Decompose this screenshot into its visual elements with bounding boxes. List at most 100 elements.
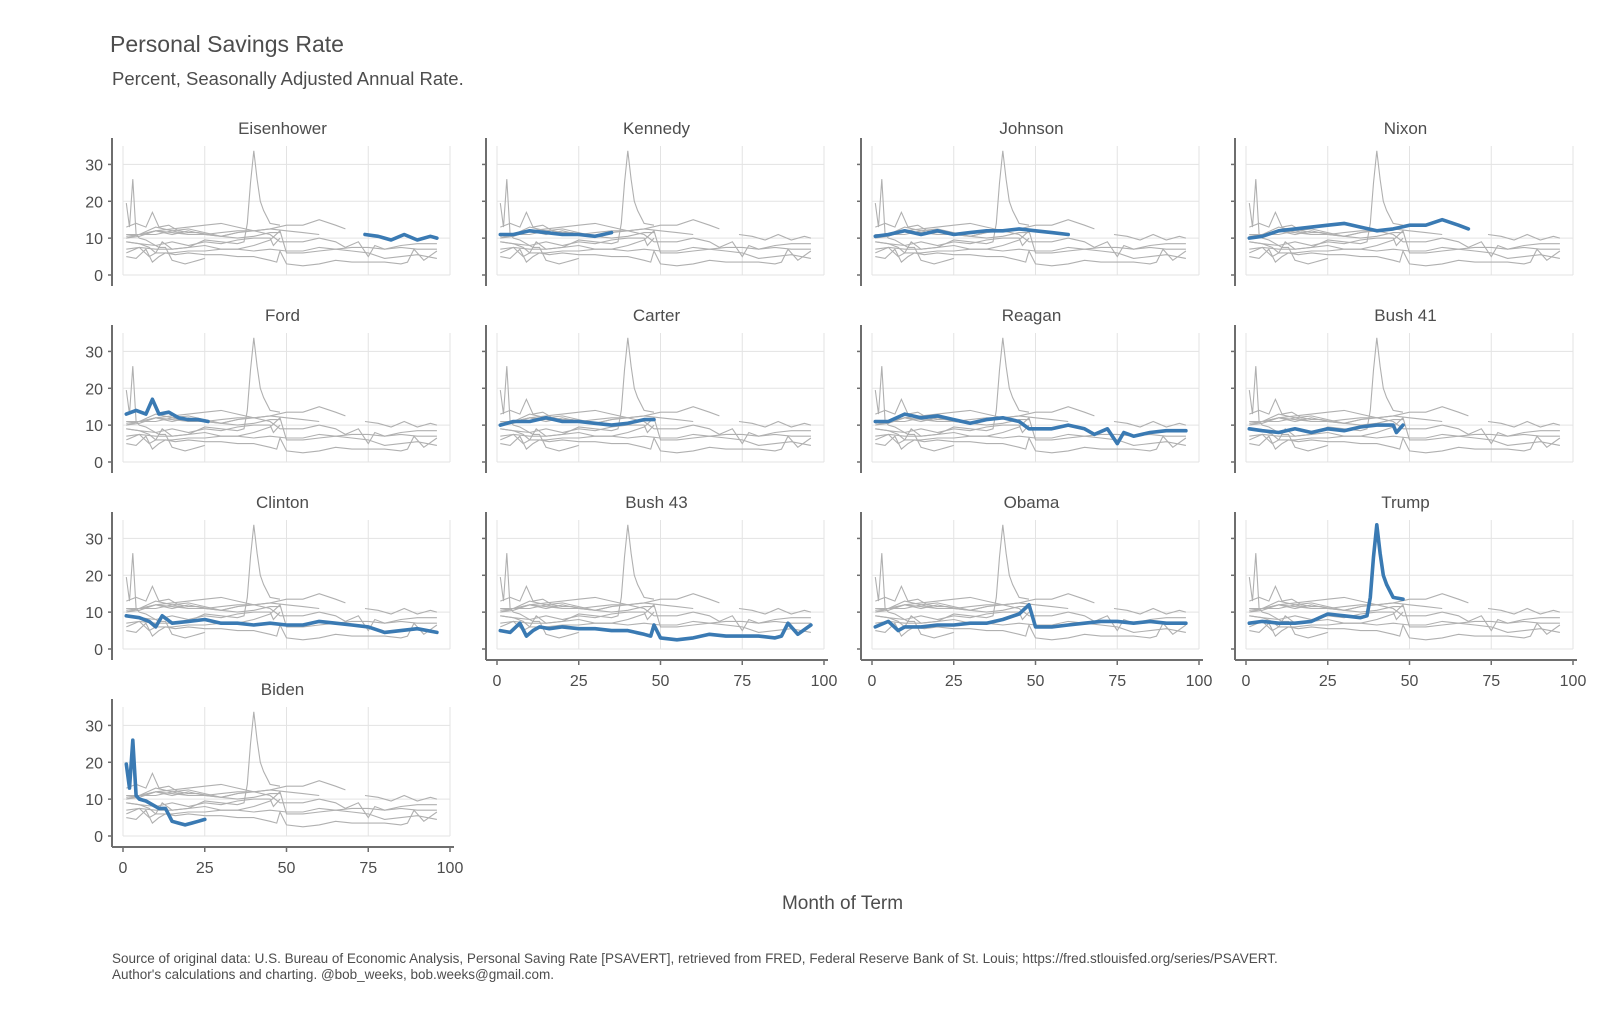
highlight-series-line bbox=[498, 415, 656, 427]
chart-title: Personal Savings Rate bbox=[110, 31, 344, 57]
background-series-line bbox=[126, 603, 437, 632]
facet-title: Johnson bbox=[999, 119, 1063, 138]
background-series-line bbox=[126, 809, 438, 828]
background-series-line bbox=[126, 248, 438, 267]
background-series-line bbox=[875, 622, 1187, 641]
x-tick-label: 100 bbox=[1560, 673, 1587, 690]
y-tick-label: 0 bbox=[94, 829, 103, 846]
background-series-line bbox=[499, 553, 579, 639]
background-series-line bbox=[1249, 593, 1469, 613]
background-series-line bbox=[500, 604, 654, 613]
y-tick-label: 10 bbox=[85, 605, 103, 622]
background-series-line bbox=[1249, 406, 1469, 426]
background-series-line bbox=[1249, 397, 1332, 423]
background-series-line bbox=[1249, 604, 1403, 613]
y-tick-label: 20 bbox=[85, 381, 103, 398]
background-series-line bbox=[126, 416, 437, 445]
y-tick-label: 10 bbox=[85, 231, 103, 248]
highlight-series-line bbox=[873, 412, 1188, 446]
background-series-line bbox=[126, 600, 437, 632]
background-series-line bbox=[126, 427, 438, 446]
background-series-line bbox=[875, 604, 1029, 613]
y-tick-label: 30 bbox=[85, 718, 103, 735]
caption-line-1: Source of original data: U.S. Bureau of … bbox=[112, 951, 1278, 966]
background-series-line bbox=[499, 366, 579, 452]
facet-title: Trump bbox=[1381, 493, 1430, 512]
background-series-line bbox=[874, 553, 954, 639]
x-tick-label: 100 bbox=[1186, 673, 1213, 690]
background-series-line bbox=[500, 593, 720, 613]
y-tick-label: 0 bbox=[94, 455, 103, 472]
highlight-series-line bbox=[1247, 522, 1405, 626]
background-series-line bbox=[1249, 417, 1403, 426]
background-series-line bbox=[1487, 607, 1561, 615]
x-tick-label: 25 bbox=[1319, 673, 1337, 690]
background-series-line bbox=[126, 602, 320, 611]
background-series-line bbox=[500, 406, 720, 426]
background-series-line bbox=[875, 435, 1187, 454]
background-series-line bbox=[738, 420, 812, 428]
y-tick-label: 20 bbox=[85, 755, 103, 772]
background-series-line bbox=[364, 420, 438, 428]
background-series-line bbox=[500, 435, 812, 454]
background-series-line bbox=[1113, 420, 1187, 428]
x-tick-label: 25 bbox=[196, 860, 214, 877]
background-series-line bbox=[1249, 427, 1561, 446]
background-series-line bbox=[500, 427, 812, 446]
background-series-line bbox=[875, 602, 1069, 611]
y-tick-label: 10 bbox=[85, 418, 103, 435]
x-tick-label: 75 bbox=[359, 860, 377, 877]
facet-title: Kennedy bbox=[623, 119, 691, 138]
facet-panel: Bush 43 0 25 50 75 100 bbox=[482, 493, 837, 690]
background-series-line bbox=[1113, 607, 1187, 615]
x-tick-label: 50 bbox=[652, 673, 670, 690]
background-series-line bbox=[1249, 248, 1561, 267]
x-tick-label: 0 bbox=[868, 673, 877, 690]
x-tick-label: 50 bbox=[1027, 673, 1045, 690]
source-caption: Source of original data: U.S. Bureau of … bbox=[112, 951, 1278, 983]
facet-title: Biden bbox=[261, 680, 304, 699]
background-series-line bbox=[1487, 233, 1561, 241]
facet-title: Reagan bbox=[1002, 306, 1062, 325]
background-series-line bbox=[874, 179, 954, 265]
facet-title: Eisenhower bbox=[238, 119, 327, 138]
background-series-line bbox=[875, 417, 1029, 426]
y-tick-label: 30 bbox=[85, 344, 103, 361]
background-series-line bbox=[1249, 229, 1560, 258]
y-tick-label: 30 bbox=[85, 157, 103, 174]
highlight-series-line bbox=[124, 738, 207, 827]
facet-panel: Trump 0 25 50 75 100 bbox=[1231, 493, 1586, 690]
facet-title: Bush 43 bbox=[625, 493, 687, 512]
highlight-series-line bbox=[124, 397, 210, 424]
facet-title: Obama bbox=[1004, 493, 1060, 512]
background-series-line bbox=[126, 622, 438, 641]
facet-panel: Biden 0 10 20 30 0 25 50 75 100 bbox=[85, 680, 463, 877]
background-series-line bbox=[125, 179, 205, 265]
background-series-line bbox=[126, 801, 438, 820]
facet-panel: Johnson bbox=[857, 119, 1200, 286]
background-series-line bbox=[1249, 435, 1561, 454]
facet-panel: Clinton 0 10 20 30 bbox=[85, 493, 451, 660]
background-series-line bbox=[126, 771, 209, 797]
x-tick-label: 0 bbox=[493, 673, 502, 690]
x-tick-label: 25 bbox=[570, 673, 588, 690]
x-axis-label: Month of Term bbox=[781, 893, 904, 914]
background-series-line bbox=[1249, 240, 1561, 259]
background-series-line bbox=[1249, 622, 1561, 641]
background-series-line bbox=[1248, 179, 1328, 265]
facet-title: Ford bbox=[265, 306, 300, 325]
highlight-series-line bbox=[498, 229, 614, 239]
facet-title: Bush 41 bbox=[1374, 306, 1436, 325]
y-tick-label: 30 bbox=[85, 531, 103, 548]
background-series-line bbox=[875, 397, 958, 423]
x-tick-label: 75 bbox=[1482, 673, 1500, 690]
background-series-line bbox=[500, 210, 583, 236]
background-series-line bbox=[500, 219, 720, 239]
background-series-line bbox=[500, 416, 811, 445]
background-series-line bbox=[1249, 226, 1560, 258]
y-tick-label: 10 bbox=[85, 792, 103, 809]
background-series-line bbox=[500, 600, 811, 632]
facet-panel: Reagan bbox=[857, 306, 1200, 473]
background-series-line bbox=[875, 229, 1186, 258]
background-series-line bbox=[126, 415, 320, 424]
